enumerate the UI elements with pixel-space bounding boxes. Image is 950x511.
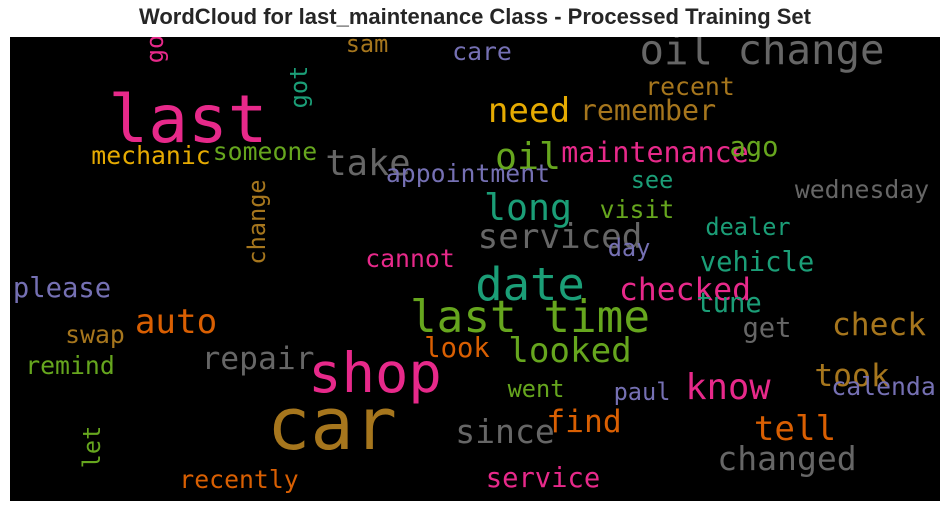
word-appointment: appointment <box>386 159 550 188</box>
word-let: let <box>78 426 106 469</box>
word-need: need <box>488 91 570 131</box>
word-auto: auto <box>135 302 217 342</box>
word-care: care <box>452 37 512 66</box>
word-ago: ago <box>729 132 778 163</box>
word-mechanic: mechanic <box>91 141 210 170</box>
word-tell: tell <box>754 409 836 449</box>
word-someone: someone <box>213 137 318 166</box>
word-oil: oil <box>495 135 561 178</box>
word-visit: visit <box>600 195 675 224</box>
word-tune: tune <box>696 288 761 319</box>
word-sam: sam <box>346 37 389 58</box>
word-serviced: serviced <box>478 217 643 257</box>
word-know: know <box>685 367 771 408</box>
word-recently: recently <box>179 465 298 494</box>
word-cannot: cannot <box>365 244 455 273</box>
word-change: change <box>243 179 271 264</box>
word-date: date <box>475 258 585 311</box>
word-got: got <box>285 66 313 109</box>
word-calendar: calendar <box>831 372 940 401</box>
word-recent: recent <box>645 72 735 101</box>
word-shop: shop <box>308 341 442 406</box>
word-looked: looked <box>508 331 632 371</box>
word-long: long <box>484 186 572 229</box>
word-changed: changed <box>717 439 856 478</box>
word-look: look <box>424 333 489 364</box>
word-oil-change: oil change <box>640 37 885 74</box>
chart-title: WordCloud for last_maintenance Class - P… <box>139 4 811 29</box>
word-remember: remember <box>580 94 716 127</box>
word-since: since <box>455 412 555 451</box>
word-repair: repair <box>201 341 314 377</box>
word-find: find <box>546 404 621 440</box>
word-maintenance: maintenance <box>561 136 748 169</box>
word-get: get <box>742 313 791 344</box>
word-car: car <box>267 382 397 466</box>
word-vehicle: vehicle <box>700 247 815 278</box>
word-went: went <box>508 375 565 403</box>
word-check: check <box>832 307 926 343</box>
word-go: go <box>141 37 169 63</box>
word-wednesday: wednesday <box>795 175 929 204</box>
wordcloud-background <box>10 37 940 501</box>
word-service: service <box>486 463 601 494</box>
word-checked: checked <box>619 272 751 308</box>
word-please: please <box>13 273 111 304</box>
word-swap: swap <box>65 320 125 349</box>
word-paul: paul <box>614 378 671 406</box>
word-day: day <box>608 234 651 262</box>
word-dealer: dealer <box>705 213 790 241</box>
word-last-time: last time <box>410 292 650 343</box>
word-remind: remind <box>25 351 115 380</box>
word-took: took <box>814 358 890 394</box>
word-see: see <box>631 166 674 194</box>
wordcloud-canvas: car last shop date last time oil change long oi… <box>10 37 940 501</box>
word-take: take <box>325 143 410 184</box>
word-last: last <box>108 81 267 158</box>
